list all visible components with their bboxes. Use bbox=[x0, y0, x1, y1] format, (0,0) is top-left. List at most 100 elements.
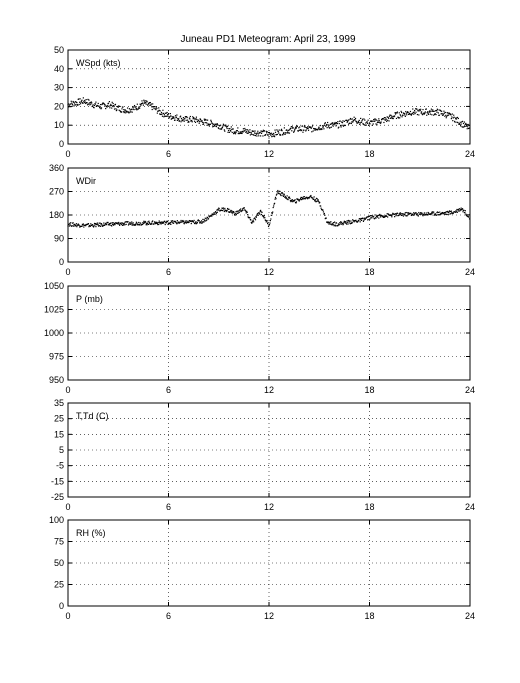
data-point bbox=[466, 128, 468, 130]
data-point bbox=[133, 108, 135, 111]
data-point bbox=[225, 209, 227, 211]
data-point bbox=[131, 111, 133, 113]
data-point bbox=[419, 213, 421, 215]
data-point bbox=[287, 198, 289, 201]
data-point bbox=[228, 131, 231, 133]
data-point bbox=[374, 118, 376, 120]
data-point bbox=[220, 124, 222, 126]
data-point bbox=[426, 214, 428, 216]
data-point bbox=[414, 213, 416, 215]
data-point bbox=[111, 101, 113, 103]
data-point bbox=[391, 214, 393, 216]
data-point bbox=[312, 124, 314, 126]
data-point bbox=[447, 210, 449, 213]
data-point bbox=[296, 125, 298, 127]
data-point bbox=[286, 129, 288, 131]
data-point bbox=[194, 222, 197, 224]
data-point bbox=[69, 103, 71, 105]
data-point bbox=[324, 122, 326, 125]
data-point bbox=[427, 113, 429, 115]
data-point bbox=[232, 128, 234, 130]
data-point bbox=[361, 120, 363, 122]
data-point bbox=[78, 224, 80, 227]
data-point bbox=[198, 220, 200, 222]
data-point bbox=[93, 225, 95, 227]
data-point bbox=[279, 190, 281, 192]
y-tick-label: -15 bbox=[51, 476, 64, 486]
data-point bbox=[281, 130, 283, 132]
data-point bbox=[81, 225, 83, 227]
data-point bbox=[437, 109, 439, 111]
data-point bbox=[145, 101, 147, 104]
data-point bbox=[201, 120, 203, 122]
data-point bbox=[273, 134, 275, 136]
data-point bbox=[77, 104, 79, 106]
data-point bbox=[305, 197, 307, 199]
data-point bbox=[380, 216, 382, 218]
data-point bbox=[295, 202, 297, 204]
data-point bbox=[406, 112, 408, 114]
data-point bbox=[312, 197, 314, 199]
data-point bbox=[206, 124, 208, 126]
data-point bbox=[325, 217, 327, 219]
data-point bbox=[91, 102, 93, 104]
data-point bbox=[305, 130, 307, 132]
data-point bbox=[285, 197, 287, 199]
data-point bbox=[146, 100, 148, 102]
data-point bbox=[129, 221, 131, 224]
data-point bbox=[383, 215, 385, 217]
data-point bbox=[468, 216, 470, 218]
data-point bbox=[275, 134, 278, 136]
data-point bbox=[285, 196, 287, 199]
data-point bbox=[81, 102, 84, 104]
data-point bbox=[194, 121, 197, 124]
data-point bbox=[224, 125, 226, 127]
y-tick-label: 270 bbox=[49, 187, 64, 197]
data-point bbox=[301, 196, 303, 199]
y-tick-label: 10 bbox=[54, 120, 64, 130]
data-point bbox=[139, 107, 141, 109]
data-point bbox=[80, 100, 83, 102]
data-point bbox=[331, 123, 333, 125]
data-point bbox=[304, 126, 306, 128]
data-point bbox=[423, 113, 426, 115]
data-point bbox=[207, 218, 210, 220]
data-point bbox=[90, 101, 92, 103]
data-point bbox=[134, 224, 137, 226]
data-point bbox=[145, 224, 147, 226]
data-point bbox=[347, 223, 349, 225]
data-point bbox=[206, 119, 209, 121]
data-point bbox=[311, 131, 313, 133]
data-point bbox=[122, 222, 124, 225]
data-point bbox=[208, 215, 210, 217]
data-point bbox=[463, 209, 465, 211]
data-point bbox=[241, 132, 243, 135]
data-point bbox=[202, 218, 204, 221]
data-point bbox=[122, 224, 124, 226]
data-point bbox=[404, 213, 406, 215]
data-point bbox=[399, 114, 401, 116]
data-point bbox=[400, 115, 402, 117]
data-point bbox=[314, 128, 317, 130]
data-point bbox=[260, 132, 263, 134]
data-point bbox=[121, 224, 124, 226]
data-point bbox=[341, 122, 344, 124]
data-point bbox=[330, 126, 332, 128]
data-point bbox=[124, 110, 126, 112]
data-point bbox=[268, 136, 270, 138]
x-tick-label: 0 bbox=[65, 149, 70, 159]
data-point bbox=[90, 223, 92, 225]
data-point bbox=[387, 116, 389, 118]
data-point bbox=[179, 115, 182, 117]
data-point bbox=[354, 117, 357, 120]
data-point bbox=[323, 212, 325, 215]
data-point bbox=[432, 109, 434, 111]
data-point bbox=[142, 102, 144, 105]
data-point bbox=[365, 122, 367, 124]
data-point bbox=[204, 220, 206, 222]
data-point bbox=[292, 201, 294, 203]
data-point bbox=[182, 117, 184, 119]
data-point bbox=[350, 222, 352, 225]
data-point bbox=[342, 223, 345, 225]
data-point bbox=[411, 214, 413, 216]
